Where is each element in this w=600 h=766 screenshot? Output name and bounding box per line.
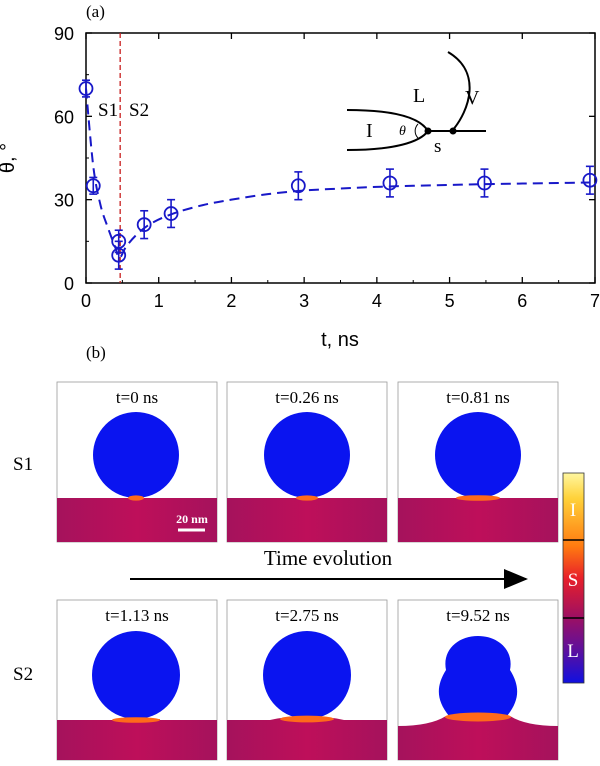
frame-s1-2: t=0.26 ns [226,381,388,543]
data-point [85,176,101,195]
panel-a-label: (a) [86,2,105,21]
inset-label-angle: θ [399,124,406,139]
inset-angle-arc [414,123,419,139]
frame-time-label: t=0.81 ns [446,388,509,407]
x-tick-label: 3 [299,291,309,311]
colorbar-label-inner: I [570,500,576,521]
time-evolution-label: Time evolution [264,546,393,570]
inset-label-liquid: L [413,85,425,107]
row-label-s2: S2 [13,664,33,685]
x-tick-label: 7 [590,291,600,311]
inset-liquid-vapor-curve [447,51,471,132]
frame-time-label: t=0 ns [116,388,158,407]
plot-area: 0 1 2 3 4 5 6 7 0 30 60 90 t, ns θ, ° S1 S2 L V I … [0,24,600,351]
inset-label-solid: s [434,136,441,157]
frame-s1-3: t=0.81 ns [397,381,559,543]
x-tick-label: 5 [445,291,455,311]
data-point [290,171,306,201]
frame-time-label: t=1.13 ns [105,606,168,625]
inset-label-inner: I [366,120,373,142]
data-point [163,198,179,229]
fit-curve [85,88,590,260]
x-tick-label: 4 [372,291,382,311]
x-tick-label: 2 [226,291,236,311]
inset-schematic: L V I θ s [346,51,486,157]
data-point [136,209,152,240]
frame-time-label: t=2.75 ns [275,606,338,625]
y-tick-label: 30 [54,191,74,211]
colorbar-label-solid: S [568,570,579,591]
region-label-s1: S1 [98,100,118,121]
inset-inner-lower-curve [346,130,429,151]
panel-b-label: (b) [86,343,106,362]
inset-contact-point-1 [424,127,432,135]
data-point [78,79,94,98]
frame-s2-1: t=1.13 ns [56,599,218,761]
y-axis-ticks: 0 30 60 90 [54,24,595,294]
x-tick-label: 0 [81,291,91,311]
frame-s2-2: t=2.75 ns [226,599,388,761]
y-tick-label: 90 [54,24,74,44]
plot-frame [85,32,596,284]
data-point [477,168,492,198]
scale-bar-label: 20 nm [176,512,208,526]
inset-label-vapor: V [465,87,480,109]
data-point [111,240,127,270]
region-label-s2: S2 [129,100,149,121]
y-tick-label: 60 [54,107,74,127]
x-tick-label: 6 [517,291,527,311]
data-point [582,165,598,195]
y-axis-label: θ, ° [0,143,19,173]
data-points [78,79,598,270]
frame-time-label: t=0.26 ns [275,388,338,407]
x-axis-ticks: 0 1 2 3 4 5 6 7 [81,33,600,311]
y-tick-label: 0 [64,274,74,294]
x-tick-label: 1 [154,291,164,311]
row-label-s1: S1 [13,454,33,475]
x-axis-label: t, ns [321,329,359,351]
data-point [382,168,398,198]
frame-s2-3: t=9.52 ns [397,599,559,761]
frame-time-label: t=9.52 ns [446,606,509,625]
inset-inner-upper-curve [346,109,429,132]
inset-contact-point-2 [449,127,457,135]
frame-s1-1: t=0 ns 20 nm [56,381,218,543]
colorbar-label-liquid: L [567,641,579,662]
colorbar: I S L [562,472,585,684]
